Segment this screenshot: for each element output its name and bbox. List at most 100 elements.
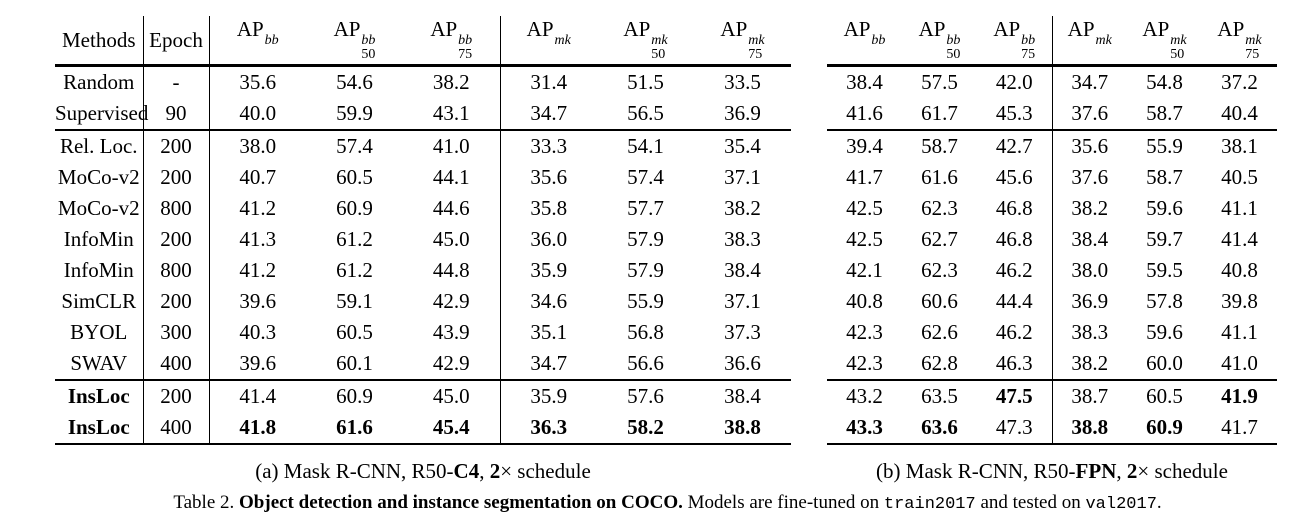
- value-cell: 40.8: [1221, 258, 1258, 282]
- value-cell: 60.5: [336, 165, 373, 189]
- method-cell: Rel. Loc.: [55, 129, 144, 162]
- value-cell: 61.6: [306, 412, 403, 445]
- subcaption-b: (b) Mask R-CNN, R50-FPN, 2× schedule: [827, 459, 1277, 484]
- text-segment: Object detection and instance segmentati…: [239, 492, 683, 513]
- value-cell: 38.8: [1052, 412, 1127, 445]
- metric-column-header: AP bb 75: [977, 16, 1053, 67]
- metric-base: AP: [333, 16, 361, 41]
- value-cell: 57.6: [597, 379, 694, 412]
- text-segment: 2: [489, 459, 501, 483]
- value-cell: 54.8: [1146, 70, 1183, 94]
- value-cell: 38.8: [694, 412, 791, 445]
- text-segment: (b) Mask R-CNN, R50-: [876, 459, 1076, 483]
- value-cell: 38.2: [1071, 351, 1109, 375]
- table-caption: Table 2. Object detection and instance s…: [40, 492, 1295, 514]
- table-row: SWAV 400 39.6 60.1 42.9 34.7 56.6 36.6: [55, 348, 791, 380]
- epoch-cell: 800: [143, 193, 210, 224]
- value-cell: 43.1: [403, 98, 501, 130]
- table-row: 42.1 62.3 46.2 38.0 59.5 40.8: [827, 255, 1277, 286]
- method-cell: MoCo-v2: [55, 162, 144, 193]
- metric-base: AP: [236, 16, 264, 41]
- metric-subscript: 50: [1170, 46, 1185, 62]
- value-cell: 54.1: [597, 129, 694, 162]
- value-cell: 57.7: [627, 196, 664, 220]
- value-cell: 43.3: [827, 412, 902, 445]
- value-cell: 58.7: [1146, 165, 1183, 189]
- value-cell: 36.0: [530, 227, 568, 251]
- value-cell: 39.6: [239, 351, 277, 375]
- value-cell: 43.2: [827, 379, 902, 412]
- metric-scripts: mk: [555, 33, 571, 62]
- value-cell: 59.9: [336, 101, 373, 125]
- value-cell: 44.8: [403, 255, 501, 286]
- epoch-cell: 400: [143, 412, 210, 445]
- value-cell: 57.9: [627, 258, 664, 282]
- value-cell: 33.5: [724, 70, 761, 94]
- method-cell: BYOL: [55, 317, 144, 348]
- value-cell: 38.3: [724, 227, 761, 251]
- value-cell: 60.6: [921, 289, 958, 313]
- value-cell: 61.6: [921, 165, 958, 189]
- text-segment: 2: [1126, 459, 1138, 483]
- value-cell: 39.4: [827, 129, 902, 162]
- value-cell: 46.2: [977, 255, 1053, 286]
- value-cell: 38.1: [1202, 129, 1277, 162]
- subtable-a: Methods Epoch AP bb AP bb 50 AP bb 75 AP mk AP mk 50 AP…: [55, 16, 791, 484]
- epoch-cell: 200: [143, 129, 210, 162]
- value-cell: 60.0: [1146, 351, 1183, 375]
- value-cell: 57.4: [627, 165, 664, 189]
- value-cell: 38.4: [1071, 227, 1109, 251]
- value-cell: 34.7: [1071, 70, 1109, 94]
- value-cell: 60.5: [1127, 379, 1202, 412]
- value-cell: 37.6: [1071, 101, 1109, 125]
- table-row: Supervised 90 40.0 59.9 43.1 34.7 56.5 36.9: [55, 98, 791, 130]
- value-cell: 41.4: [209, 379, 306, 412]
- metric-base: AP: [1217, 16, 1245, 41]
- value-cell: 37.2: [1221, 70, 1258, 94]
- metric-column-header: AP bb 50: [902, 16, 977, 67]
- metric-superscript: bb: [264, 32, 279, 48]
- value-cell: 38.0: [209, 129, 306, 162]
- value-cell: 33.3: [500, 129, 597, 162]
- value-cell: 42.7: [977, 129, 1053, 162]
- value-cell: 40.5: [1221, 165, 1258, 189]
- value-cell: 37.1: [724, 289, 761, 313]
- method-cell: SWAV: [55, 348, 144, 380]
- metric-superscript: bb: [871, 32, 886, 48]
- metric-column-header: AP mk: [500, 16, 597, 67]
- value-cell: 54.6: [336, 70, 373, 94]
- metric-superscript: bb: [361, 32, 376, 48]
- value-cell: 61.7: [921, 101, 958, 125]
- epoch-cell: 90: [143, 98, 210, 130]
- value-cell: 46.2: [977, 317, 1053, 348]
- metric-scripts: bb: [871, 32, 886, 62]
- metric-subscript: 75: [748, 46, 763, 62]
- value-cell: 55.9: [627, 289, 664, 313]
- method-cell: Supervised: [55, 98, 148, 130]
- value-cell: 47.3: [977, 412, 1053, 445]
- value-cell: 40.8: [846, 289, 883, 313]
- metric-base: AP: [720, 16, 748, 41]
- text-segment: C4: [453, 459, 480, 483]
- value-cell: 38.7: [1052, 379, 1127, 412]
- value-cell: 41.9: [1202, 379, 1277, 412]
- table-row: MoCo-v2 200 40.7 60.5 44.1 35.6 57.4 37.1: [55, 162, 791, 193]
- table-row: MoCo-v2 800 41.2 60.9 44.6 35.8 57.7 38.2: [55, 193, 791, 224]
- value-cell: 61.2: [336, 258, 373, 282]
- table-row: InsLoc 200 41.4 60.9 45.0 35.9 57.6 38.4: [55, 379, 791, 412]
- value-cell: 59.6: [1146, 196, 1183, 220]
- metric-superscript: mk: [1170, 32, 1187, 48]
- metric-base: AP: [843, 16, 871, 41]
- metric-superscript: mk: [651, 32, 668, 48]
- metric-superscript: mk: [748, 32, 765, 48]
- epoch-cell: -: [143, 65, 210, 98]
- table-row: 41.7 61.6 45.6 37.6 58.7 40.5: [827, 162, 1277, 193]
- value-cell: 58.7: [902, 129, 977, 162]
- metric-column-header: AP bb 75: [403, 16, 501, 67]
- tables-row: Methods Epoch AP bb AP bb 50 AP bb 75 AP mk AP mk 50 AP…: [55, 16, 1310, 484]
- metric-superscript: mk: [1245, 32, 1262, 48]
- table-row: 42.3 62.8 46.3 38.2 60.0 41.0: [827, 348, 1277, 380]
- table-row: 38.4 57.5 42.0 34.7 54.8 37.2: [827, 65, 1277, 98]
- table-row: BYOL 300 40.3 60.5 43.9 35.1 56.8 37.3: [55, 317, 791, 348]
